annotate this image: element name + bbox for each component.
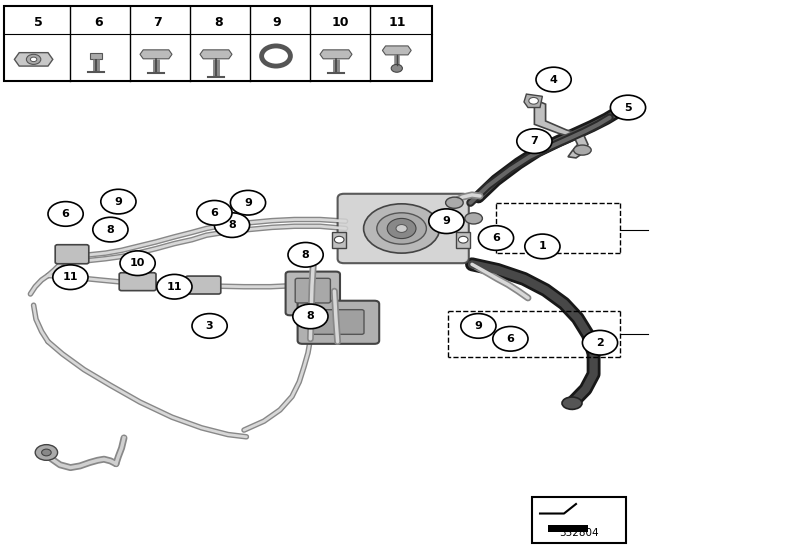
FancyBboxPatch shape <box>286 272 340 315</box>
Circle shape <box>192 314 227 338</box>
FancyBboxPatch shape <box>295 278 330 303</box>
Ellipse shape <box>377 213 426 244</box>
Polygon shape <box>382 46 411 55</box>
Circle shape <box>478 226 514 250</box>
Circle shape <box>197 200 232 225</box>
Text: 9: 9 <box>474 321 482 331</box>
Text: 8: 8 <box>106 225 114 235</box>
Circle shape <box>93 217 128 242</box>
Text: 10: 10 <box>130 258 146 268</box>
Polygon shape <box>14 53 53 66</box>
FancyBboxPatch shape <box>298 301 379 344</box>
Circle shape <box>157 274 192 299</box>
Circle shape <box>536 67 571 92</box>
Bar <box>332 232 346 248</box>
Circle shape <box>262 46 290 66</box>
Circle shape <box>525 234 560 259</box>
Circle shape <box>610 95 646 120</box>
Text: 8: 8 <box>306 311 314 321</box>
Text: 11: 11 <box>166 282 182 292</box>
Circle shape <box>230 190 266 215</box>
Circle shape <box>268 50 284 62</box>
Ellipse shape <box>363 204 440 253</box>
Circle shape <box>42 449 51 456</box>
Text: 6: 6 <box>94 16 103 29</box>
Circle shape <box>582 330 618 355</box>
Bar <box>456 232 470 248</box>
Text: 5: 5 <box>624 102 632 113</box>
Text: 5: 5 <box>34 16 42 29</box>
FancyBboxPatch shape <box>55 245 89 264</box>
Circle shape <box>461 314 496 338</box>
Bar <box>4 6 432 81</box>
Circle shape <box>391 64 402 72</box>
Ellipse shape <box>562 397 582 409</box>
Circle shape <box>458 236 468 243</box>
Text: 2: 2 <box>596 338 604 348</box>
Text: 6: 6 <box>492 233 500 243</box>
Circle shape <box>288 242 323 267</box>
Text: 7: 7 <box>154 16 162 29</box>
Circle shape <box>529 97 538 104</box>
Text: 352804: 352804 <box>559 528 599 538</box>
Circle shape <box>53 265 88 290</box>
Text: 8: 8 <box>228 220 236 230</box>
Circle shape <box>334 236 344 243</box>
Text: 7: 7 <box>530 136 538 146</box>
Text: 6: 6 <box>506 334 514 344</box>
Circle shape <box>30 57 37 62</box>
FancyBboxPatch shape <box>186 276 221 294</box>
Text: 11: 11 <box>62 272 78 282</box>
Polygon shape <box>140 50 172 59</box>
Circle shape <box>214 213 250 237</box>
FancyBboxPatch shape <box>119 273 156 291</box>
Ellipse shape <box>446 197 463 208</box>
Circle shape <box>26 54 41 64</box>
FancyBboxPatch shape <box>338 194 469 263</box>
Circle shape <box>396 225 407 232</box>
Polygon shape <box>320 50 352 59</box>
Text: 9: 9 <box>272 16 281 29</box>
Polygon shape <box>534 101 588 158</box>
Bar <box>532 497 626 543</box>
Circle shape <box>429 209 464 234</box>
Text: 3: 3 <box>206 321 214 331</box>
Circle shape <box>120 251 155 276</box>
FancyBboxPatch shape <box>311 310 364 334</box>
Text: 4: 4 <box>550 74 558 85</box>
Circle shape <box>493 326 528 351</box>
Circle shape <box>517 129 552 153</box>
Text: 9: 9 <box>114 197 122 207</box>
Polygon shape <box>524 94 542 108</box>
Circle shape <box>387 218 416 239</box>
Text: 9: 9 <box>244 198 252 208</box>
Text: 1: 1 <box>538 241 546 251</box>
Text: 6: 6 <box>210 208 218 218</box>
Circle shape <box>293 304 328 329</box>
Circle shape <box>48 202 83 226</box>
Ellipse shape <box>574 145 591 155</box>
Circle shape <box>35 445 58 460</box>
Text: 11: 11 <box>389 16 406 29</box>
Text: 8: 8 <box>214 16 223 29</box>
Circle shape <box>101 189 136 214</box>
Text: 8: 8 <box>302 250 310 260</box>
Text: 9: 9 <box>442 216 450 226</box>
Bar <box>90 53 102 59</box>
Text: 10: 10 <box>331 16 349 29</box>
Polygon shape <box>200 50 232 59</box>
Text: 6: 6 <box>62 209 70 219</box>
Ellipse shape <box>465 213 482 224</box>
Polygon shape <box>548 525 588 532</box>
